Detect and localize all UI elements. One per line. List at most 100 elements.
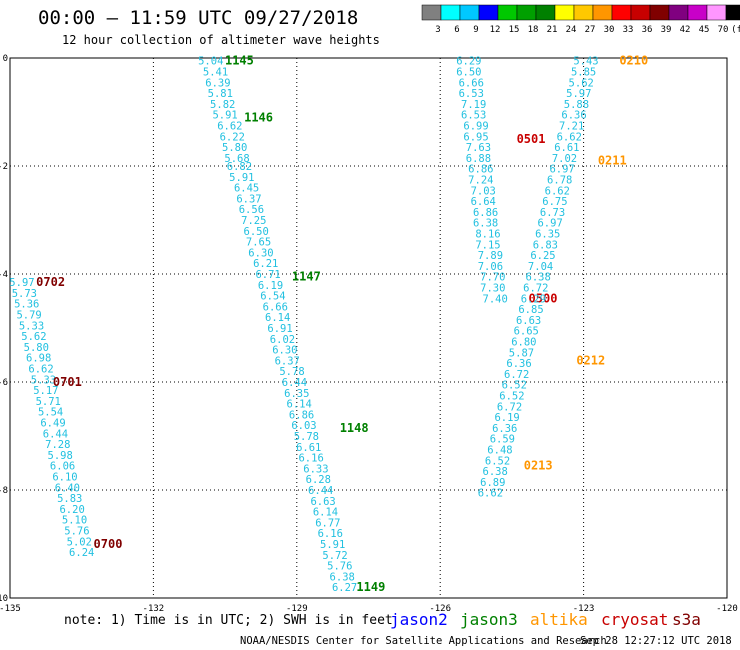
swh-value: 5.97 [9,277,34,289]
colorbar-swatch [592,4,613,21]
swh-value: 5.41 [203,67,228,79]
legend-jason2: jason2 [390,610,448,629]
swh-value: 6.20 [59,504,84,516]
swh-value: 7.21 [559,121,584,133]
colorbar-label: 70 [718,25,729,35]
swh-value: 6.83 [533,239,558,251]
swh-value: 6.45 [234,183,259,195]
swh-value: 5.62 [21,331,46,343]
swh-value: 6.49 [40,418,65,430]
swh-value: 5.82 [210,99,235,111]
swh-value: 6.38 [526,272,551,284]
swh-value: 6.29 [521,293,546,305]
pass-time-label: 1146 [244,110,273,124]
swh-value: 6.63 [516,315,541,327]
swh-value: 7.25 [241,215,266,227]
swh-value: 6.16 [318,528,343,540]
swh-value: 5.71 [36,396,61,408]
swh-value: 5.85 [571,67,596,79]
swh-value: 6.50 [456,67,481,79]
swh-value: 5.76 [64,526,89,538]
swh-value: 6.82 [227,161,252,173]
pass-time-label: 0500 [529,291,558,305]
pass-time-label: 0210 [619,54,648,68]
series-s3a: 5.975.735.365.795.335.625.806.986.625.33… [9,275,122,559]
swh-value: 5.33 [31,374,56,386]
swh-value: 6.06 [50,461,75,473]
swh-value: 7.03 [471,185,496,197]
colorbar-swatch [459,4,480,21]
y-tick-label: -10 [0,594,8,604]
swh-value: 7.04 [528,261,553,273]
pass-time-label: 1145 [225,54,254,68]
pass-time-label: 1148 [340,421,369,435]
swh-value: 6.52 [499,391,524,403]
colorbar-swatch [725,4,740,21]
swh-value: 6.37 [236,193,261,205]
swh-value: 6.38 [483,466,508,478]
swh-value: 6.19 [258,280,283,292]
swh-value: 6.50 [244,226,269,238]
swh-value: 6.16 [298,453,323,465]
colorbar-swatch [706,4,727,21]
swh-value: 6.98 [26,353,51,365]
swh-value: 6.03 [291,420,316,432]
swh-value: 6.52 [485,455,510,467]
swh-value: 6.72 [523,283,548,295]
colorbar-label: 24 [566,25,577,35]
swh-value: 6.66 [459,77,484,89]
y-tick-label: 0 [3,54,8,64]
swh-value: 6.44 [282,377,307,389]
pass-time-label: 0213 [524,459,553,473]
swh-value: 6.62 [545,185,570,197]
pass-time-label: 0501 [517,132,546,146]
swh-value: 6.19 [494,412,519,424]
colorbar-label: 18 [528,25,539,35]
swh-value: 5.04 [198,56,223,68]
swh-value: 7.28 [45,439,70,451]
swh-value: 5.81 [208,88,233,100]
colorbar-label: 39 [661,25,672,35]
chart-subtitle: 12 hour collection of altimeter wave hei… [62,33,380,47]
colorbar-swatch [421,4,442,21]
colorbar-swatch [630,4,651,21]
swh-value: 6.53 [459,88,484,100]
swh-value: 6.62 [28,364,53,376]
swh-value: 6.62 [557,131,582,143]
swh-value: 6.63 [310,496,335,508]
swh-value: 6.36 [561,110,586,122]
x-tick-label: -132 [143,604,165,614]
swh-value: 6.99 [463,121,488,133]
swh-value: 7.40 [483,293,508,305]
swh-value: 6.28 [306,474,331,486]
swh-value: 6.62 [217,121,242,133]
swh-value: 6.44 [308,485,333,497]
swh-value: 7.70 [480,272,505,284]
swh-value: 5.87 [509,347,534,359]
y-tick-label: -2 [0,162,8,172]
swh-value: 6.37 [275,355,300,367]
colorbar-label: 12 [490,25,501,35]
y-tick-label: -6 [0,378,8,388]
legend-altika: altika [530,610,588,629]
swh-value: 6.44 [43,428,68,440]
swh-value: 6.22 [220,131,245,143]
swh-value: 7.63 [466,142,491,154]
swh-value: 6.30 [272,345,297,357]
colorbar-swatch [497,4,518,21]
satellite-legend: jason2 jason3 altika cryosat s3a [390,610,701,629]
swh-value: 6.33 [303,463,328,475]
swh-value: 6.29 [456,56,481,68]
swh-value: 6.91 [267,323,292,335]
colorbar-swatch [649,4,670,21]
swh-value: 6.36 [506,358,531,370]
swh-value: 6.86 [473,207,498,219]
swh-value: 6.25 [530,250,555,262]
swh-value: 6.35 [284,388,309,400]
swh-value: 6.36 [492,423,517,435]
colorbar-swatch [668,4,689,21]
swh-value: 6.53 [461,110,486,122]
swh-value: 6.80 [511,337,536,349]
swh-value: 6.24 [69,547,94,559]
plot-frame [9,57,728,599]
